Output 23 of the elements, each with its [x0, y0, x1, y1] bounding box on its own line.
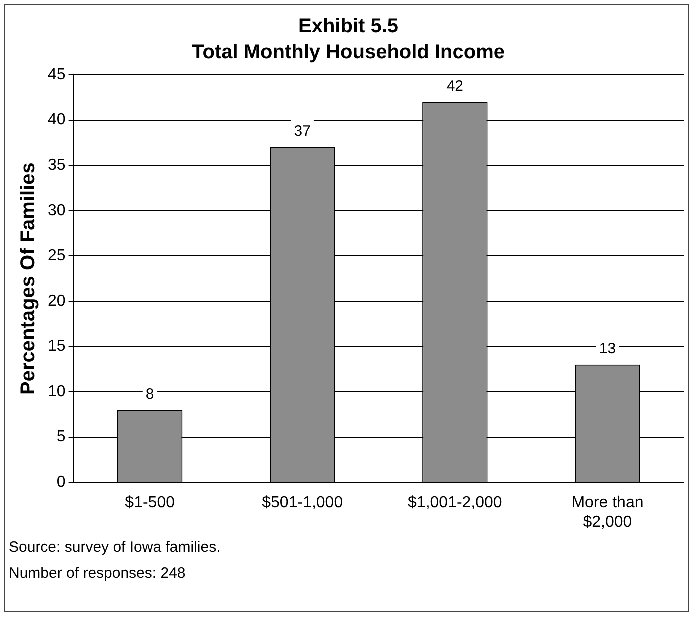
y-tick-label: 15 — [48, 338, 66, 356]
data-label: 42 — [446, 78, 464, 95]
data-label: 37 — [294, 123, 311, 140]
x-tick-label: $501-1,000 — [262, 494, 344, 512]
y-tick-label: 5 — [56, 428, 66, 446]
data-label: 8 — [146, 386, 154, 403]
x-tick-label: More than $2,000 — [572, 494, 644, 531]
x-tick-label: $1,001-2,000 — [408, 494, 502, 512]
data-label: 13 — [599, 340, 616, 358]
chart-subtitle: Total Monthly Household Income — [192, 42, 505, 64]
y-tick-label: 35 — [48, 156, 66, 174]
source-note: Source: survey of Iowa families. — [9, 538, 221, 558]
text: Number of responses: 248 — [9, 564, 187, 584]
x-tick-label: $1-500 — [125, 494, 176, 512]
y-tick-label: 45 — [48, 66, 66, 84]
y-tick-label: 10 — [48, 383, 66, 400]
y-tick-label: 40 — [48, 112, 66, 129]
y-tick-label: 30 — [48, 202, 66, 220]
y-axis-title: Percentages Of Families — [18, 162, 40, 395]
y-tick-label: 0 — [56, 474, 66, 492]
y-tick-label: 25 — [48, 248, 66, 265]
chart-title: Exhibit 5.5 — [298, 16, 399, 38]
y-tick-label: 20 — [48, 292, 66, 310]
